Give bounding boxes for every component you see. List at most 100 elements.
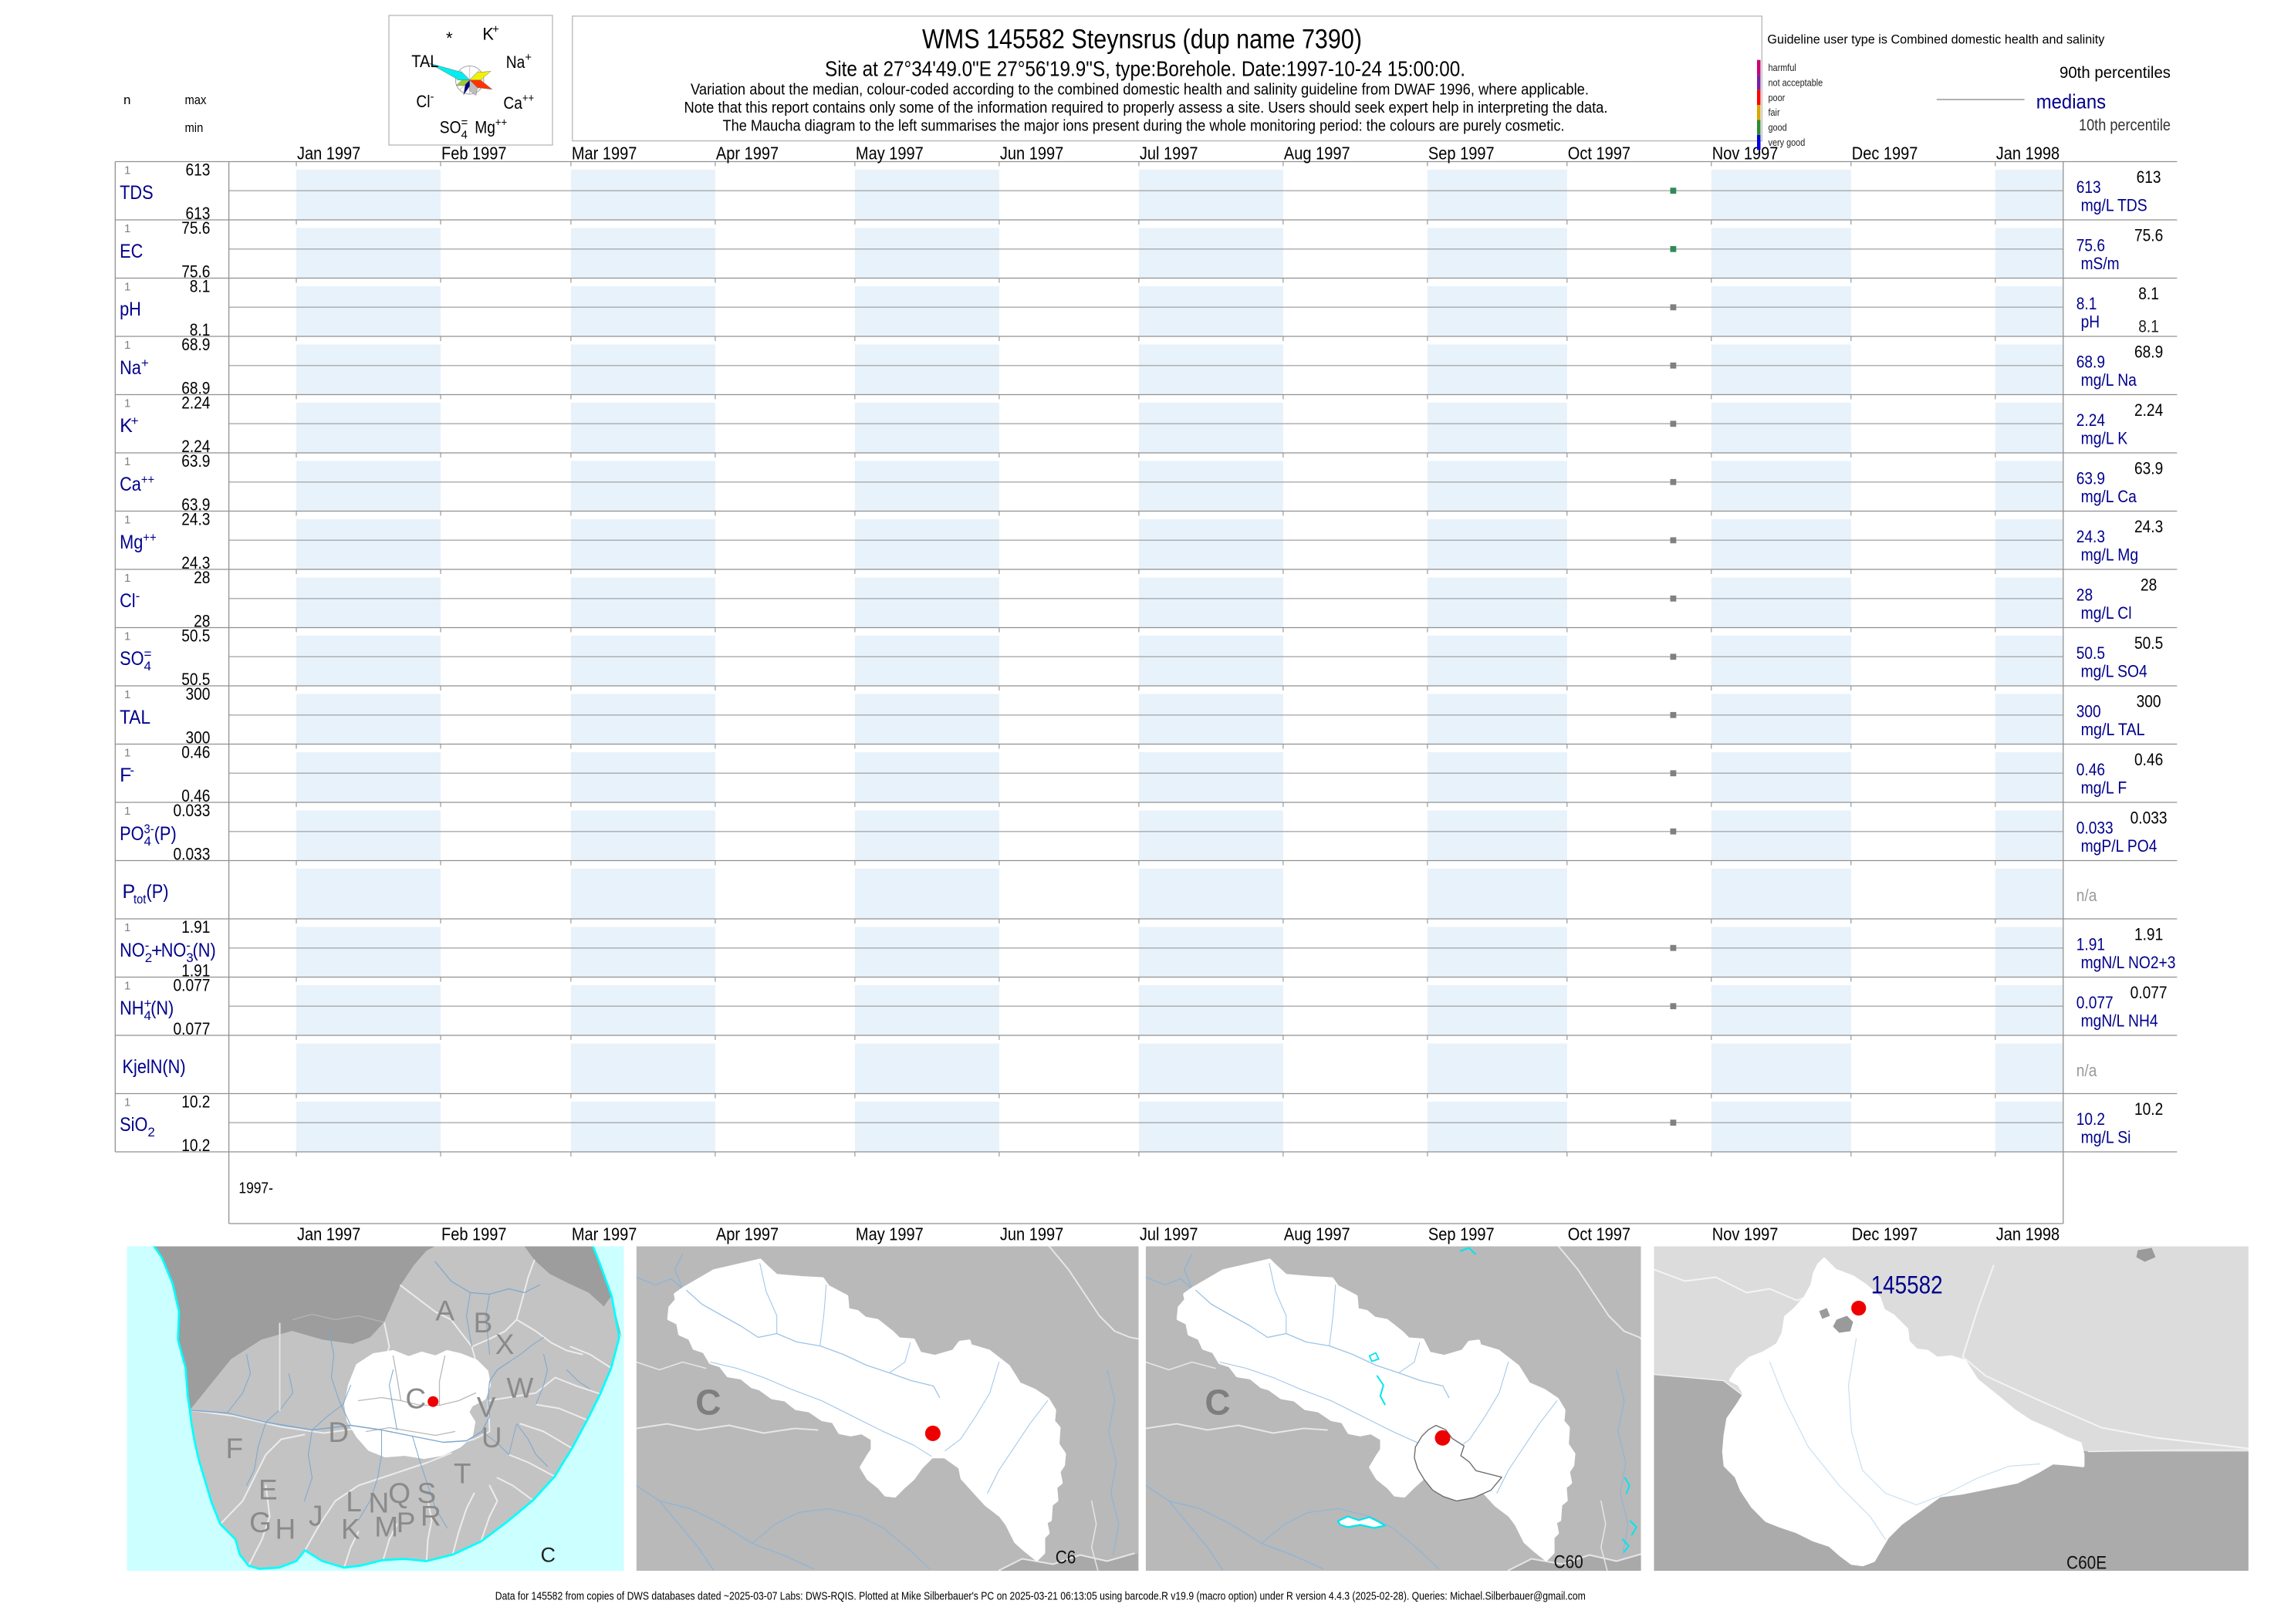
svg-text:K: K <box>482 25 494 44</box>
svg-text:0.077: 0.077 <box>174 1019 211 1038</box>
svg-text:SiO: SiO <box>120 1114 147 1136</box>
svg-text:63.9: 63.9 <box>2076 468 2105 488</box>
svg-text:1: 1 <box>124 688 130 701</box>
svg-text:Site at 27°34'49.0"E 27°56'19.: Site at 27°34'49.0"E 27°56'19.9"S, type:… <box>825 56 1465 80</box>
svg-text:-: - <box>186 938 191 953</box>
svg-text:+: + <box>144 996 152 1011</box>
svg-text:SO: SO <box>120 648 144 670</box>
svg-text:-: - <box>136 589 140 603</box>
svg-text:C60: C60 <box>1554 1552 1583 1573</box>
svg-text:W: W <box>506 1372 533 1403</box>
svg-text:SO: SO <box>440 117 461 137</box>
svg-text:613: 613 <box>2076 177 2101 197</box>
svg-text:-: - <box>145 938 150 953</box>
svg-text:J: J <box>309 1500 323 1531</box>
svg-text:medians: medians <box>2036 90 2106 113</box>
svg-text:1: 1 <box>124 805 130 818</box>
svg-text:300: 300 <box>2076 701 2101 721</box>
svg-text:50.5: 50.5 <box>181 626 210 646</box>
svg-text:0.46: 0.46 <box>2134 750 2163 769</box>
svg-text:0.46: 0.46 <box>181 743 210 762</box>
svg-text:50.5: 50.5 <box>2076 643 2105 663</box>
svg-text:1: 1 <box>124 222 130 235</box>
svg-text:1: 1 <box>124 980 130 993</box>
svg-text:P: P <box>123 881 136 903</box>
svg-text:NO: NO <box>120 940 145 961</box>
svg-text:KjelN(N): KjelN(N) <box>123 1056 186 1078</box>
svg-text:mg/L F: mg/L F <box>2081 778 2127 798</box>
svg-text:1: 1 <box>124 397 130 410</box>
svg-text:Jun 1997: Jun 1997 <box>1000 1224 1063 1244</box>
svg-text:mg/L Na: mg/L Na <box>2081 370 2137 390</box>
svg-text:L: L <box>346 1486 362 1518</box>
svg-text:4: 4 <box>461 128 468 141</box>
svg-text:Oct 1997: Oct 1997 <box>1568 143 1630 164</box>
svg-text:good: good <box>1769 123 1787 133</box>
svg-text:N: N <box>369 1487 390 1519</box>
svg-text:n/a: n/a <box>2076 1061 2097 1080</box>
svg-text:PO: PO <box>120 823 144 845</box>
svg-text:++: ++ <box>141 472 154 487</box>
svg-text:Feb 1997: Feb 1997 <box>441 1224 507 1244</box>
svg-text:0.033: 0.033 <box>2076 818 2114 837</box>
svg-text:75.6: 75.6 <box>181 262 210 282</box>
svg-text:mgN/L NO2+3: mgN/L NO2+3 <box>2081 953 2176 972</box>
svg-text:C: C <box>695 1383 721 1423</box>
svg-text:24.3: 24.3 <box>2134 517 2163 536</box>
svg-text:max: max <box>185 93 207 107</box>
svg-text:=: = <box>144 647 152 661</box>
svg-text:*: * <box>446 29 453 48</box>
svg-text:Sep 1997: Sep 1997 <box>1428 1224 1495 1244</box>
svg-text:poor: poor <box>1769 93 1786 103</box>
svg-text:63.9: 63.9 <box>181 451 210 471</box>
svg-text:24.3: 24.3 <box>2076 527 2105 546</box>
svg-text:1: 1 <box>124 747 130 760</box>
svg-text:Apr 1997: Apr 1997 <box>716 1224 779 1244</box>
svg-text:very good: very good <box>1769 137 1806 148</box>
svg-text:1: 1 <box>124 572 130 585</box>
svg-text:Jan 1997: Jan 1997 <box>297 1224 360 1244</box>
svg-text:Mg: Mg <box>120 532 143 553</box>
svg-text:P: P <box>397 1507 416 1538</box>
svg-text:T: T <box>454 1458 471 1490</box>
svg-text:B: B <box>474 1307 493 1339</box>
svg-text:613: 613 <box>2137 167 2161 187</box>
svg-text:1: 1 <box>124 921 130 934</box>
svg-text:10.2: 10.2 <box>181 1136 210 1155</box>
svg-text:C: C <box>1205 1383 1230 1423</box>
svg-text:1: 1 <box>124 339 130 352</box>
svg-text:24.3: 24.3 <box>181 510 210 529</box>
svg-text:n/a: n/a <box>2076 886 2097 905</box>
svg-text:fair: fair <box>1769 107 1780 118</box>
svg-text:Nov 1997: Nov 1997 <box>1712 1224 1779 1244</box>
svg-text:50.5: 50.5 <box>2134 633 2163 653</box>
svg-text:0.46: 0.46 <box>181 786 210 805</box>
svg-text:1.91: 1.91 <box>2134 925 2163 944</box>
svg-text:1.91: 1.91 <box>181 917 210 937</box>
svg-text:28: 28 <box>194 612 210 631</box>
svg-text:Dec 1997: Dec 1997 <box>1852 1224 1918 1244</box>
svg-text:TDS: TDS <box>120 182 154 204</box>
svg-text:Jan 1998: Jan 1998 <box>1996 143 2060 164</box>
svg-text:68.9: 68.9 <box>181 379 210 398</box>
svg-text:M: M <box>374 1511 398 1543</box>
svg-text:1.91: 1.91 <box>2076 934 2105 954</box>
svg-text:++: ++ <box>143 530 156 545</box>
svg-text:-: - <box>431 90 434 103</box>
svg-text:+: + <box>151 940 163 961</box>
svg-text:Jul 1997: Jul 1997 <box>1140 143 1198 164</box>
svg-text:The Maucha diagram to the left: The Maucha diagram to the left summarise… <box>723 118 1565 135</box>
svg-text:F: F <box>225 1433 243 1464</box>
svg-text:(N): (N) <box>193 940 216 961</box>
svg-text:1: 1 <box>124 514 130 527</box>
svg-text:K: K <box>120 415 133 437</box>
svg-text:TAL: TAL <box>411 52 438 71</box>
svg-text:Guideline user type is Combine: Guideline user type is Combined domestic… <box>1767 32 2104 46</box>
svg-text:Ca: Ca <box>503 93 522 113</box>
svg-text:8.1: 8.1 <box>2076 294 2097 313</box>
svg-text:8.1: 8.1 <box>2138 284 2159 303</box>
svg-text:(N): (N) <box>150 998 174 1019</box>
svg-text:Dec 1997: Dec 1997 <box>1852 143 1918 164</box>
svg-text:-: - <box>130 763 134 778</box>
svg-text:U: U <box>482 1422 502 1453</box>
